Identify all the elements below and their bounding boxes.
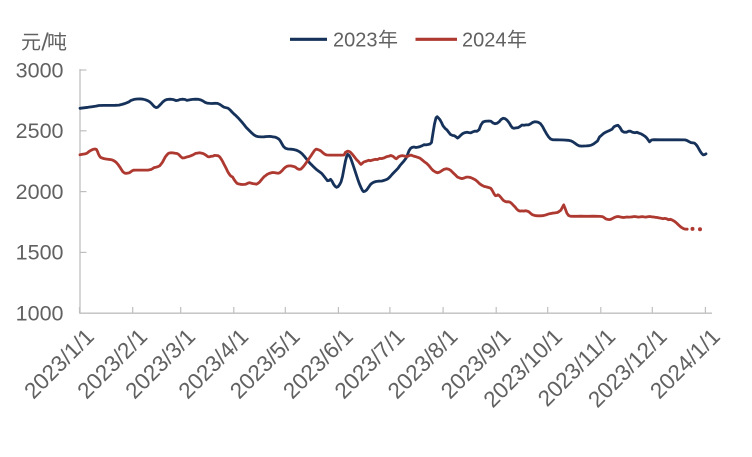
svg-text:2023: 2023 (333, 30, 378, 52)
svg-text:2000: 2000 (16, 180, 64, 204)
svg-text:1500: 1500 (16, 241, 64, 265)
svg-text:2024: 2024 (462, 30, 507, 52)
svg-text:2500: 2500 (16, 119, 64, 143)
svg-text:1000: 1000 (16, 302, 64, 326)
svg-text:3000: 3000 (16, 58, 64, 82)
